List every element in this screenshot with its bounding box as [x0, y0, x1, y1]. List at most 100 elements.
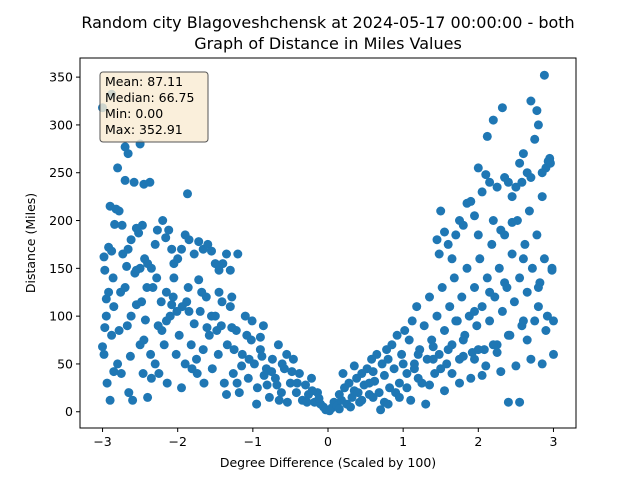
scatter-point	[285, 378, 295, 388]
scatter-point	[473, 230, 483, 240]
scatter-point	[222, 390, 231, 399]
scatter-point	[526, 354, 536, 364]
scatter-point	[466, 196, 476, 206]
scatter-point	[114, 326, 124, 335]
scatter-point	[182, 297, 192, 307]
scatter-point	[137, 297, 147, 307]
scatter-point	[203, 239, 213, 249]
scatter-point	[252, 399, 262, 409]
scatter-point	[287, 367, 297, 377]
scatter-point	[154, 369, 164, 378]
scatter-point	[168, 292, 178, 302]
scatter-point	[440, 386, 449, 396]
scatter-point	[214, 265, 224, 275]
scatter-point	[537, 192, 547, 202]
scatter-point	[503, 177, 513, 187]
scatter-point	[233, 249, 243, 259]
y-tick-label: 200	[49, 213, 73, 228]
scatter-point	[425, 292, 434, 302]
scatter-point	[400, 326, 410, 335]
scatter-point	[406, 395, 416, 405]
scatter-point	[314, 393, 324, 403]
scatter-point	[122, 321, 132, 331]
scatter-point	[195, 306, 205, 316]
scatter-point	[186, 340, 196, 350]
scatter-point	[120, 142, 130, 152]
scatter-point	[376, 405, 386, 415]
scatter-point	[440, 326, 449, 335]
scatter-point	[113, 163, 123, 173]
scatter-points	[98, 70, 558, 416]
scatter-point	[383, 354, 393, 364]
scatter-point	[255, 345, 265, 355]
scatter-point	[242, 330, 252, 340]
scatter-point	[353, 388, 363, 398]
scatter-point	[488, 340, 498, 350]
scatter-point	[533, 302, 543, 312]
scatter-point	[398, 359, 408, 369]
scatter-point	[109, 302, 119, 312]
scatter-point	[383, 399, 393, 409]
scatter-point	[457, 292, 467, 302]
scatter-point	[458, 351, 468, 361]
scatter-point	[143, 392, 153, 402]
scatter-point	[539, 70, 549, 80]
scatter-point	[225, 265, 235, 275]
scatter-point	[110, 219, 120, 229]
scatter-point	[530, 134, 540, 144]
scatter-point	[291, 388, 301, 398]
scatter-point	[122, 261, 132, 271]
scatter-point	[169, 273, 179, 283]
stats-box-background	[99, 71, 209, 143]
scatter-point	[157, 326, 167, 335]
scatter-point	[532, 106, 542, 116]
scatter-point	[146, 373, 156, 383]
scatter-point	[472, 321, 482, 331]
scatter-point	[134, 228, 144, 238]
scatter-point	[198, 345, 208, 355]
scatter-point	[187, 364, 197, 374]
scatter-point	[518, 316, 528, 326]
scatter-point	[387, 340, 397, 350]
scatter-point	[184, 306, 194, 316]
scatter-point	[509, 297, 519, 307]
stat-max: Max: 352.91	[105, 122, 183, 137]
scatter-point	[545, 158, 555, 168]
scatter-point	[276, 388, 286, 398]
scatter-point	[389, 364, 399, 374]
scatter-point	[374, 388, 384, 398]
scatter-point	[109, 367, 119, 377]
scatter-point	[473, 345, 483, 355]
scatter-point	[137, 220, 147, 230]
scatter-point	[243, 373, 253, 383]
scatter-point	[177, 383, 186, 393]
scatter-point	[217, 297, 227, 307]
scatter-point	[183, 283, 193, 292]
scatter-point	[107, 330, 117, 340]
scatter-point	[102, 378, 112, 388]
x-tick-label: 2	[474, 434, 482, 449]
stat-min: Min: 0.00	[105, 106, 163, 121]
scatter-point	[503, 397, 513, 407]
scatter-point	[436, 206, 446, 216]
scatter-point	[262, 380, 272, 390]
scatter-point	[379, 370, 389, 380]
scatter-point	[402, 369, 412, 378]
x-tick-label: −3	[93, 434, 111, 449]
scatter-point	[194, 275, 204, 285]
scatter-point	[338, 369, 348, 378]
scatter-point	[259, 370, 269, 380]
scatter-point	[172, 306, 182, 316]
scatter-point	[541, 326, 551, 335]
scatter-point	[161, 233, 171, 243]
scatter-point	[98, 342, 107, 352]
scatter-point	[394, 392, 404, 402]
scatter-point	[101, 311, 111, 321]
x-tick-label: 3	[549, 434, 557, 449]
scatter-point	[288, 354, 298, 364]
scatter-point	[482, 131, 492, 141]
scatter-point	[477, 370, 487, 380]
scatter-point	[237, 361, 247, 371]
scatter-point	[475, 254, 485, 264]
scatter-point	[150, 239, 160, 249]
